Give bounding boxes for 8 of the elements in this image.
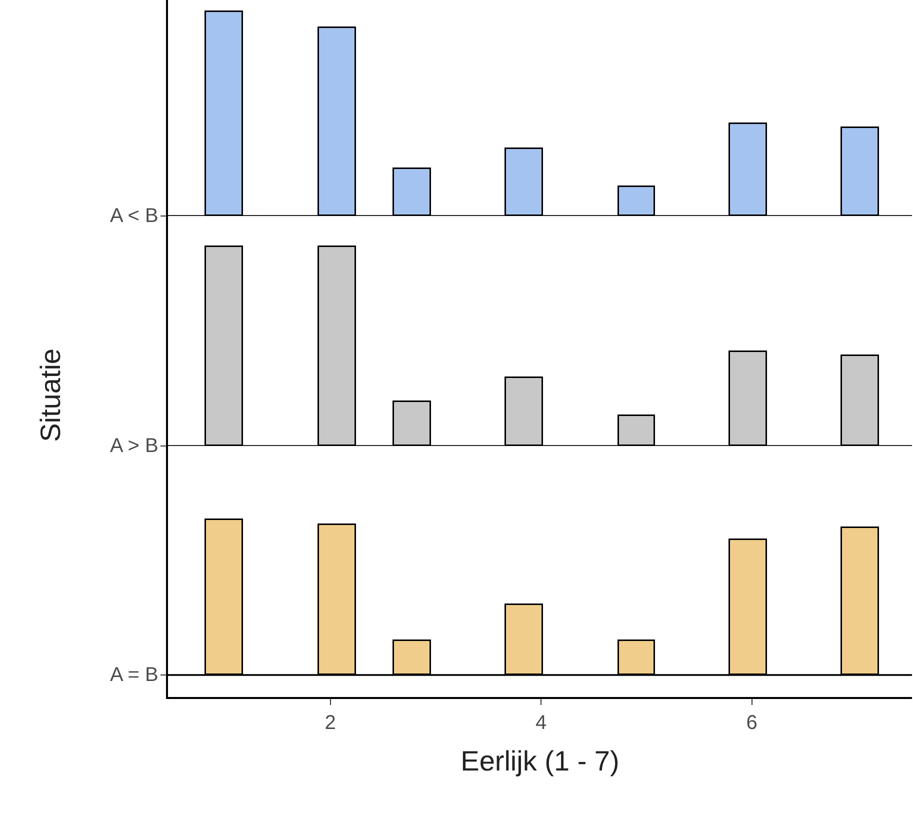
x-tick-label: 4	[535, 712, 547, 734]
y-axis-title: Situatie	[35, 348, 66, 442]
x-axis-title: Eerlijk (1 - 7)	[460, 745, 620, 776]
text: A > B	[110, 435, 158, 457]
x-tick-label: 6	[746, 712, 758, 734]
text: A < B	[110, 205, 158, 227]
x-tick-label: 2	[324, 712, 336, 734]
text: A = B	[110, 664, 158, 686]
